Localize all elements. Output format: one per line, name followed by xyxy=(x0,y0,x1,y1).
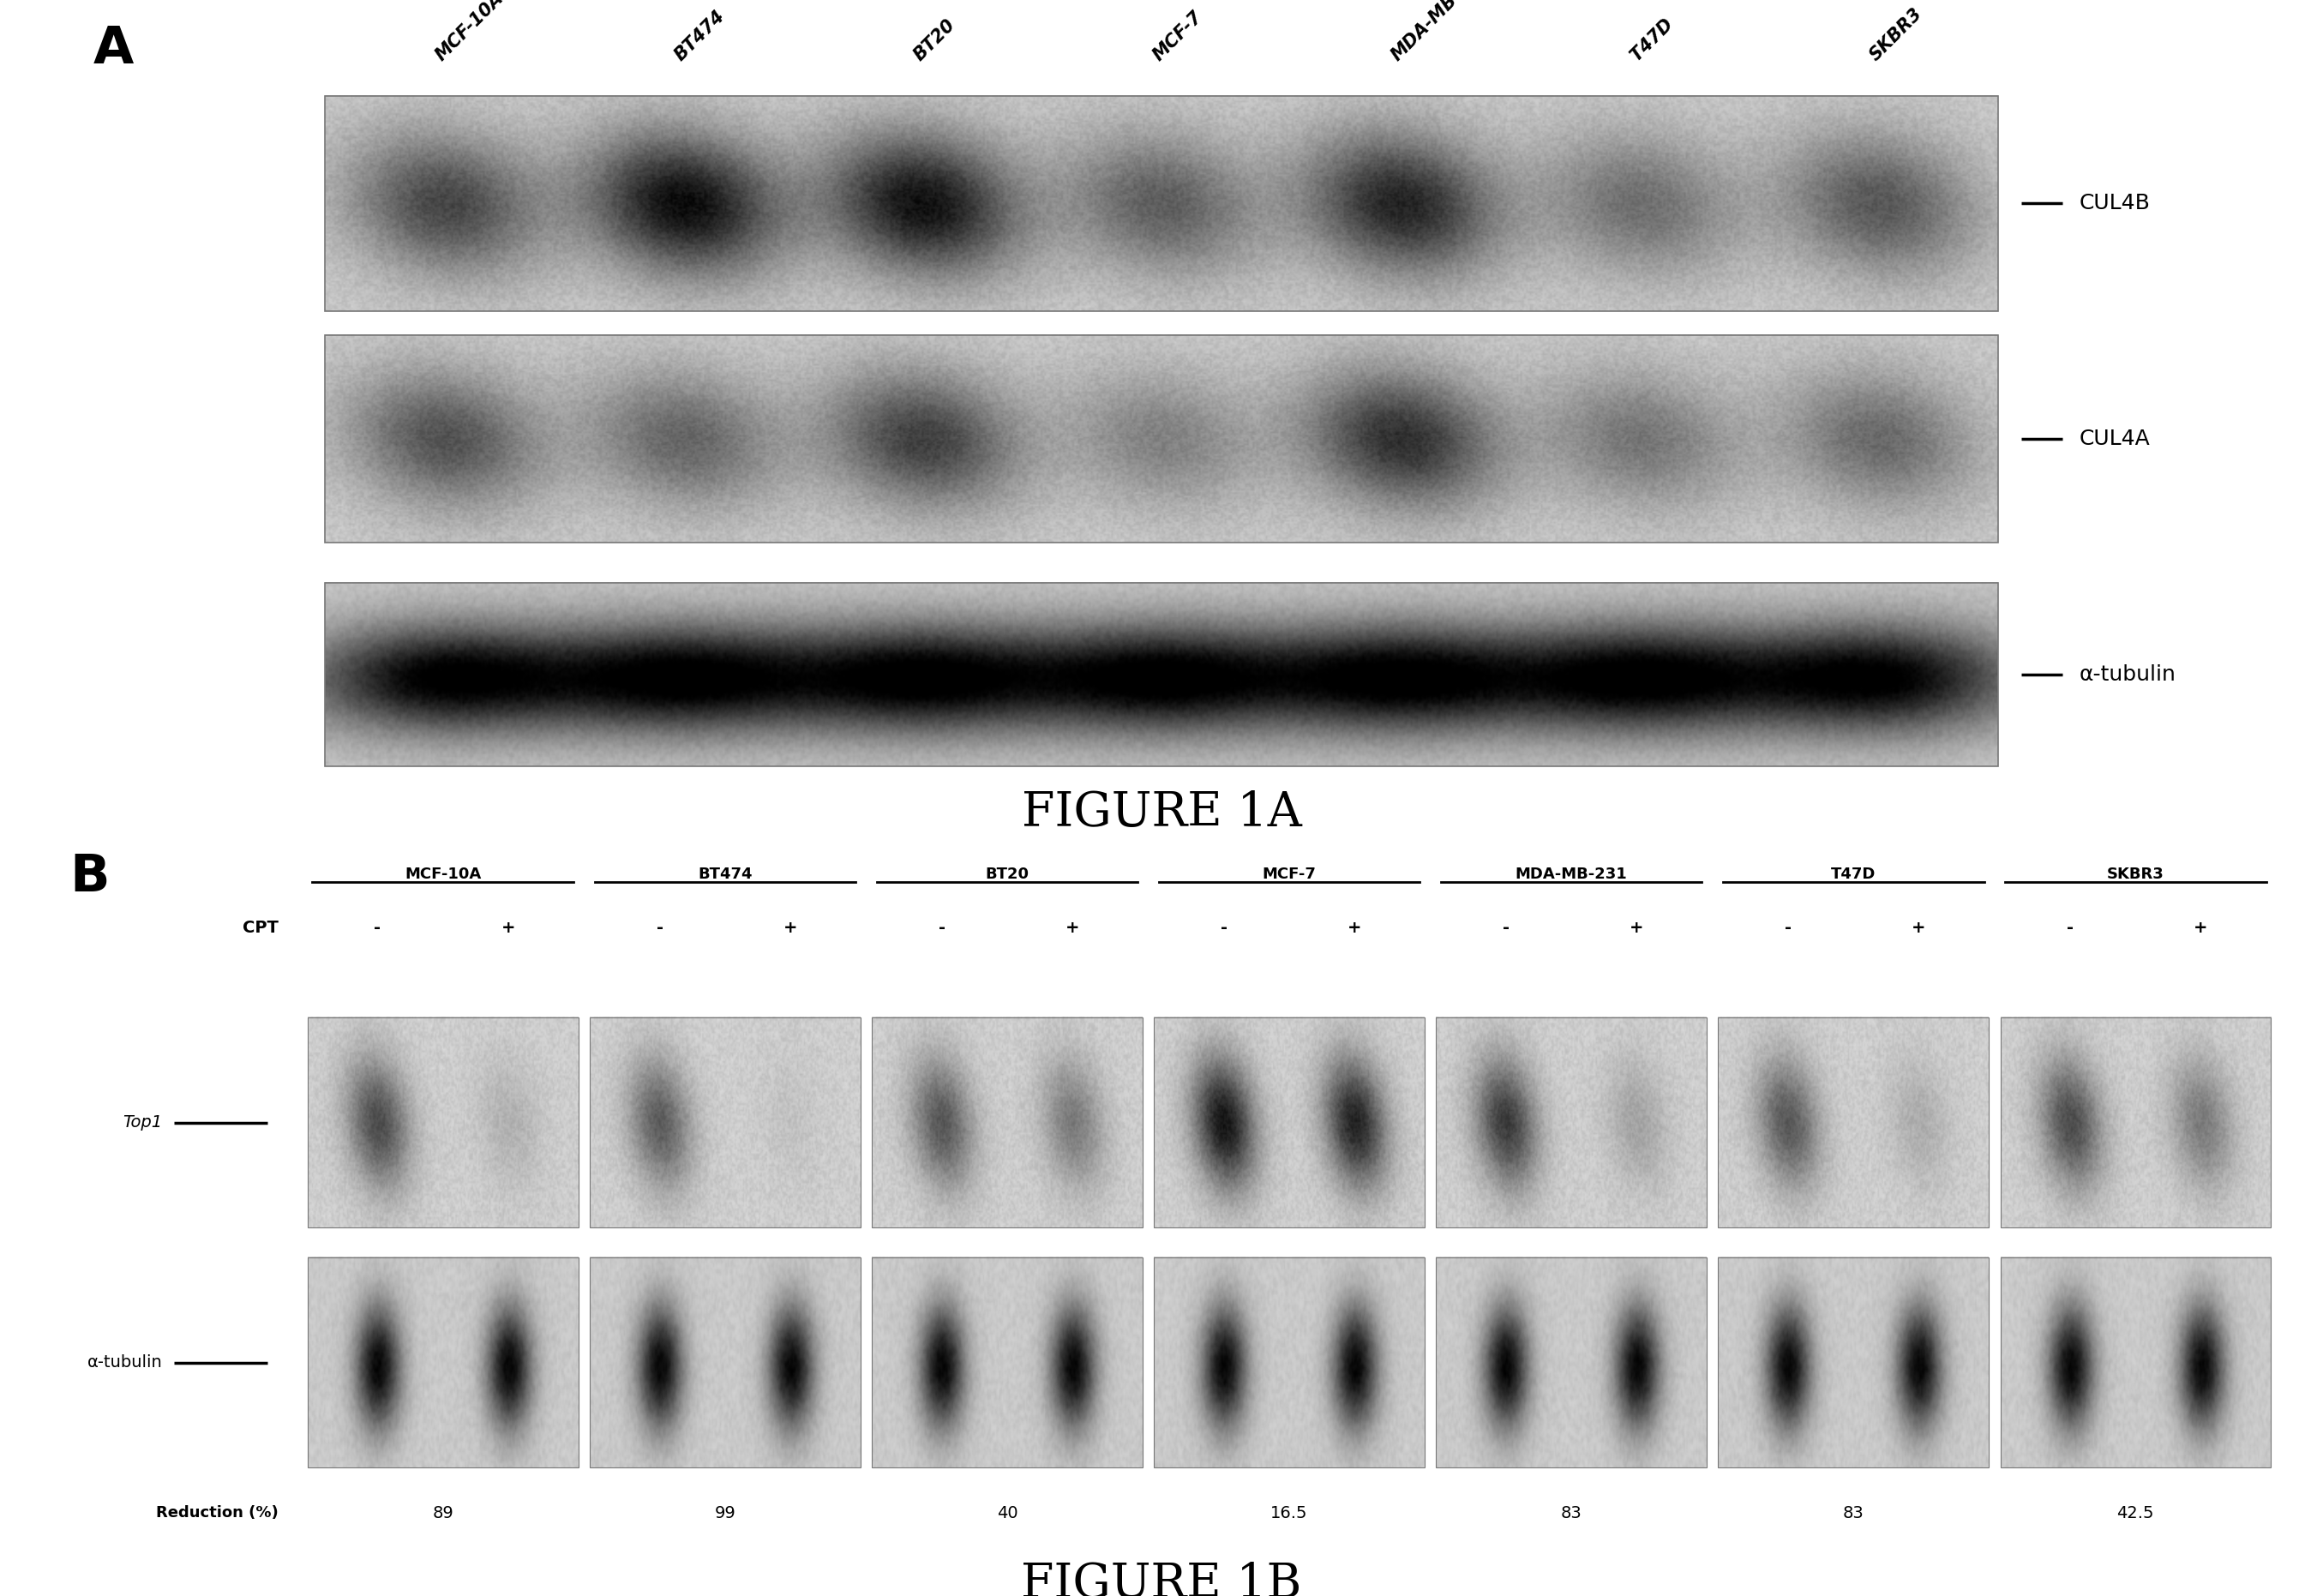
Text: 16.5: 16.5 xyxy=(1271,1505,1308,1521)
Bar xyxy=(2000,1258,2272,1468)
Bar xyxy=(307,1018,578,1227)
Bar xyxy=(590,1258,860,1468)
Bar xyxy=(325,335,1998,543)
Text: CUL4B: CUL4B xyxy=(2079,193,2151,214)
Text: -: - xyxy=(938,919,945,935)
Bar xyxy=(1436,1018,1707,1227)
Bar xyxy=(2000,1018,2272,1227)
Text: BT20: BT20 xyxy=(911,16,959,64)
Bar xyxy=(325,583,1998,766)
Text: Reduction (%): Reduction (%) xyxy=(156,1505,279,1521)
Text: MCF-7: MCF-7 xyxy=(1150,8,1206,64)
Bar xyxy=(871,1258,1143,1468)
Text: +: + xyxy=(1631,919,1645,935)
Text: 89: 89 xyxy=(432,1505,453,1521)
Text: -: - xyxy=(374,919,381,935)
Text: +: + xyxy=(1347,919,1361,935)
Text: -: - xyxy=(1784,919,1791,935)
Text: FIGURE 1B: FIGURE 1B xyxy=(1022,1561,1301,1596)
Text: SKBR3: SKBR3 xyxy=(2107,867,2165,883)
Bar xyxy=(590,1018,860,1227)
Text: +: + xyxy=(1066,919,1080,935)
Text: 83: 83 xyxy=(1842,1505,1863,1521)
Text: MCF-7: MCF-7 xyxy=(1261,867,1317,883)
Bar xyxy=(1155,1018,1424,1227)
Text: 40: 40 xyxy=(997,1505,1017,1521)
Bar xyxy=(1436,1258,1707,1468)
Text: MCF-10A: MCF-10A xyxy=(404,867,481,883)
Text: 99: 99 xyxy=(715,1505,736,1521)
Text: T47D: T47D xyxy=(1626,14,1677,64)
Text: FIGURE 1A: FIGURE 1A xyxy=(1022,790,1301,836)
Text: A: A xyxy=(93,24,132,75)
Text: +: + xyxy=(1912,919,1926,935)
Text: CPT: CPT xyxy=(244,919,279,935)
Text: +: + xyxy=(783,919,797,935)
Text: α-tubulin: α-tubulin xyxy=(2079,664,2177,685)
Text: 83: 83 xyxy=(1561,1505,1582,1521)
Text: MDA-MB-231: MDA-MB-231 xyxy=(1515,867,1628,883)
Text: -: - xyxy=(655,919,662,935)
Text: MCF-10A: MCF-10A xyxy=(432,0,506,64)
Text: T47D: T47D xyxy=(1831,867,1877,883)
Text: -: - xyxy=(1220,919,1227,935)
Text: 42.5: 42.5 xyxy=(2116,1505,2153,1521)
Text: +: + xyxy=(502,919,516,935)
Text: CUL4A: CUL4A xyxy=(2079,429,2151,448)
Bar xyxy=(1719,1258,1988,1468)
Text: SKBR3: SKBR3 xyxy=(1865,5,1926,64)
Bar xyxy=(307,1258,578,1468)
Bar xyxy=(871,1018,1143,1227)
Text: B: B xyxy=(70,852,109,903)
Text: +: + xyxy=(2193,919,2209,935)
Text: -: - xyxy=(2067,919,2074,935)
Bar xyxy=(1155,1258,1424,1468)
Text: Top1: Top1 xyxy=(123,1114,163,1130)
Text: MDA-MB-231: MDA-MB-231 xyxy=(1389,0,1491,64)
Bar xyxy=(1719,1018,1988,1227)
Text: α-tubulin: α-tubulin xyxy=(88,1355,163,1371)
Text: -: - xyxy=(1503,919,1510,935)
Text: BT20: BT20 xyxy=(985,867,1029,883)
Text: BT474: BT474 xyxy=(671,6,727,64)
Bar xyxy=(325,96,1998,311)
Text: BT474: BT474 xyxy=(697,867,753,883)
